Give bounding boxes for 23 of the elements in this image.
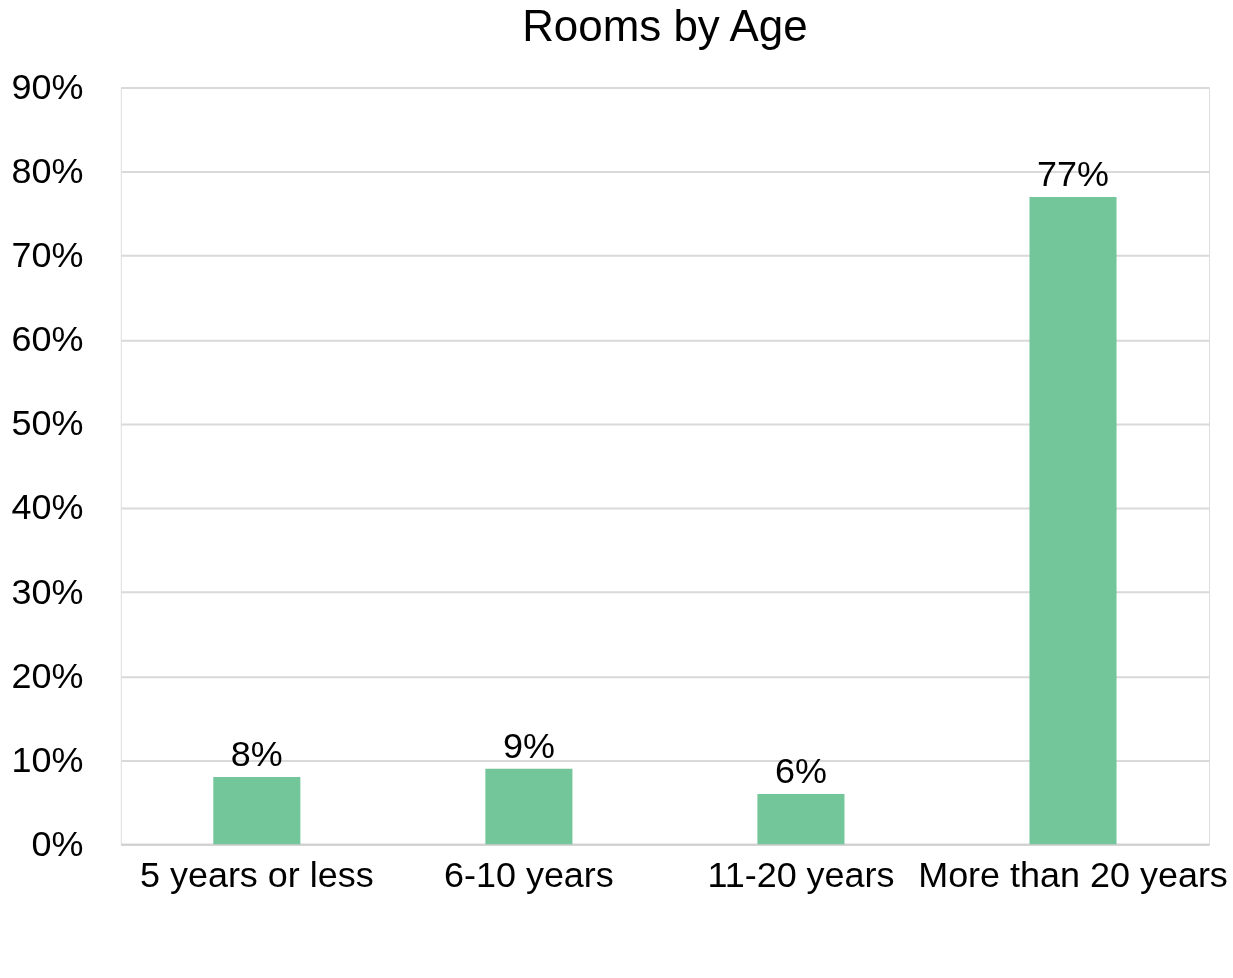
data-label: 6% bbox=[774, 749, 827, 791]
bar bbox=[485, 768, 573, 845]
data-label: 77% bbox=[1037, 152, 1109, 194]
bar bbox=[1029, 196, 1117, 845]
bar bbox=[213, 777, 301, 845]
y-tick-label: 80% bbox=[11, 150, 84, 192]
bar bbox=[757, 793, 845, 845]
data-label: 8% bbox=[230, 733, 283, 775]
y-tick-label: 20% bbox=[11, 654, 84, 696]
y-tick-label: 40% bbox=[11, 486, 84, 528]
x-tick-label: 6-10 years bbox=[443, 853, 614, 895]
y-tick-label: 10% bbox=[11, 738, 84, 780]
x-tick-label: More than 20 years bbox=[918, 853, 1228, 895]
data-label: 9% bbox=[502, 724, 555, 766]
y-tick-label: 70% bbox=[11, 234, 84, 276]
x-tick-label: 5 years or less bbox=[139, 853, 374, 895]
chart-title: Rooms by Age bbox=[522, 0, 808, 50]
y-tick-label: 90% bbox=[11, 66, 84, 108]
y-tick-label: 60% bbox=[11, 318, 84, 360]
y-tick-label: 30% bbox=[11, 570, 84, 612]
x-tick-label: 11-20 years bbox=[707, 853, 895, 895]
y-tick-label: 50% bbox=[11, 402, 84, 444]
y-tick-label: 0% bbox=[31, 822, 84, 864]
